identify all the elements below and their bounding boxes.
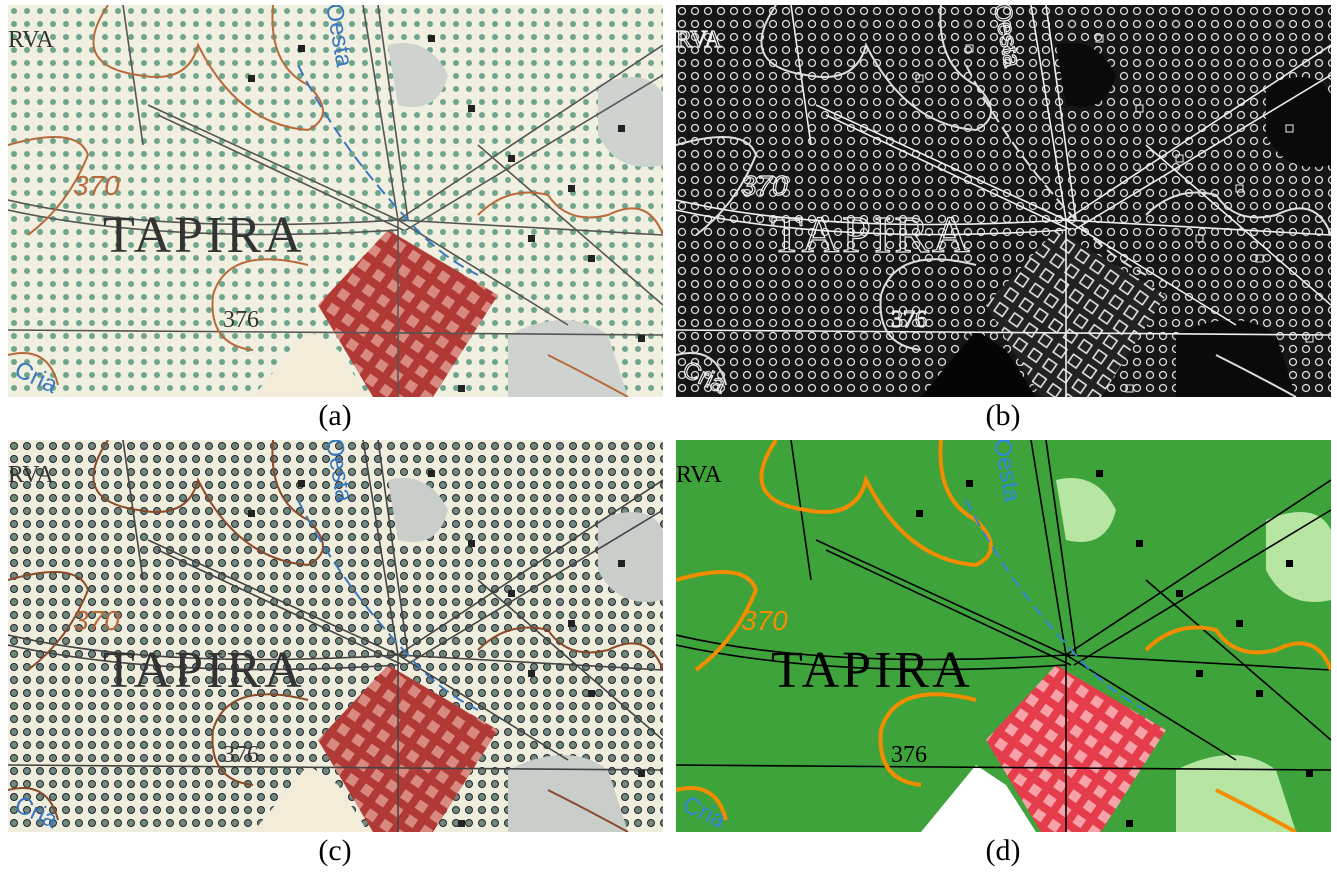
building bbox=[468, 540, 475, 547]
building bbox=[966, 480, 973, 487]
building bbox=[638, 770, 645, 777]
map-label: 370 bbox=[741, 170, 788, 201]
building bbox=[528, 670, 535, 677]
building bbox=[568, 185, 575, 192]
map-label: RVA bbox=[8, 462, 54, 488]
panel-caption: (b) bbox=[986, 399, 1021, 432]
building bbox=[1306, 770, 1313, 777]
building bbox=[1126, 820, 1133, 827]
panel-caption: (d) bbox=[986, 834, 1021, 867]
map-label: 370 bbox=[741, 605, 788, 636]
map-label: RVA bbox=[676, 462, 722, 488]
building bbox=[428, 35, 435, 42]
building bbox=[618, 125, 625, 132]
building bbox=[248, 510, 255, 517]
map-label: TAPIRA bbox=[103, 642, 305, 699]
building bbox=[1136, 540, 1143, 547]
map-label: 376 bbox=[223, 307, 259, 333]
map-label: 376 bbox=[891, 742, 927, 768]
figure: RVA370TAPIRA376OestaCria(a)RVA370TAPIRA3… bbox=[0, 0, 1337, 878]
building bbox=[1096, 470, 1103, 477]
building bbox=[298, 45, 305, 52]
panel-caption: (c) bbox=[318, 834, 351, 867]
building bbox=[528, 235, 535, 242]
building bbox=[638, 335, 645, 342]
map-label: 376 bbox=[891, 307, 927, 333]
map-label: RVA bbox=[676, 27, 722, 53]
building bbox=[428, 470, 435, 477]
building bbox=[1286, 560, 1293, 567]
building bbox=[508, 590, 515, 597]
map-label: 370 bbox=[73, 170, 120, 201]
building bbox=[916, 510, 923, 517]
panel-caption: (a) bbox=[318, 399, 351, 432]
map-label: 376 bbox=[223, 742, 259, 768]
building bbox=[1176, 590, 1183, 597]
building bbox=[248, 75, 255, 82]
building bbox=[1196, 670, 1203, 677]
map-label: RVA bbox=[8, 27, 54, 53]
map-panel: RVA370TAPIRA376OestaCria(c) bbox=[8, 436, 663, 867]
building bbox=[298, 480, 305, 487]
map-label: 370 bbox=[73, 605, 120, 636]
building bbox=[458, 820, 465, 827]
map-content: RVA370TAPIRA376OestaCria bbox=[676, 436, 1331, 834]
building bbox=[508, 155, 515, 162]
building bbox=[568, 620, 575, 627]
map-label: TAPIRA bbox=[771, 207, 973, 264]
building bbox=[618, 560, 625, 567]
building bbox=[588, 690, 595, 697]
building bbox=[588, 255, 595, 262]
building bbox=[468, 105, 475, 112]
map-panel: RVA370TAPIRA376OestaCria(d) bbox=[676, 436, 1331, 867]
building bbox=[1236, 620, 1243, 627]
map-label: TAPIRA bbox=[103, 207, 305, 264]
map-label: TAPIRA bbox=[771, 642, 973, 699]
building bbox=[458, 385, 465, 392]
building bbox=[1256, 690, 1263, 697]
